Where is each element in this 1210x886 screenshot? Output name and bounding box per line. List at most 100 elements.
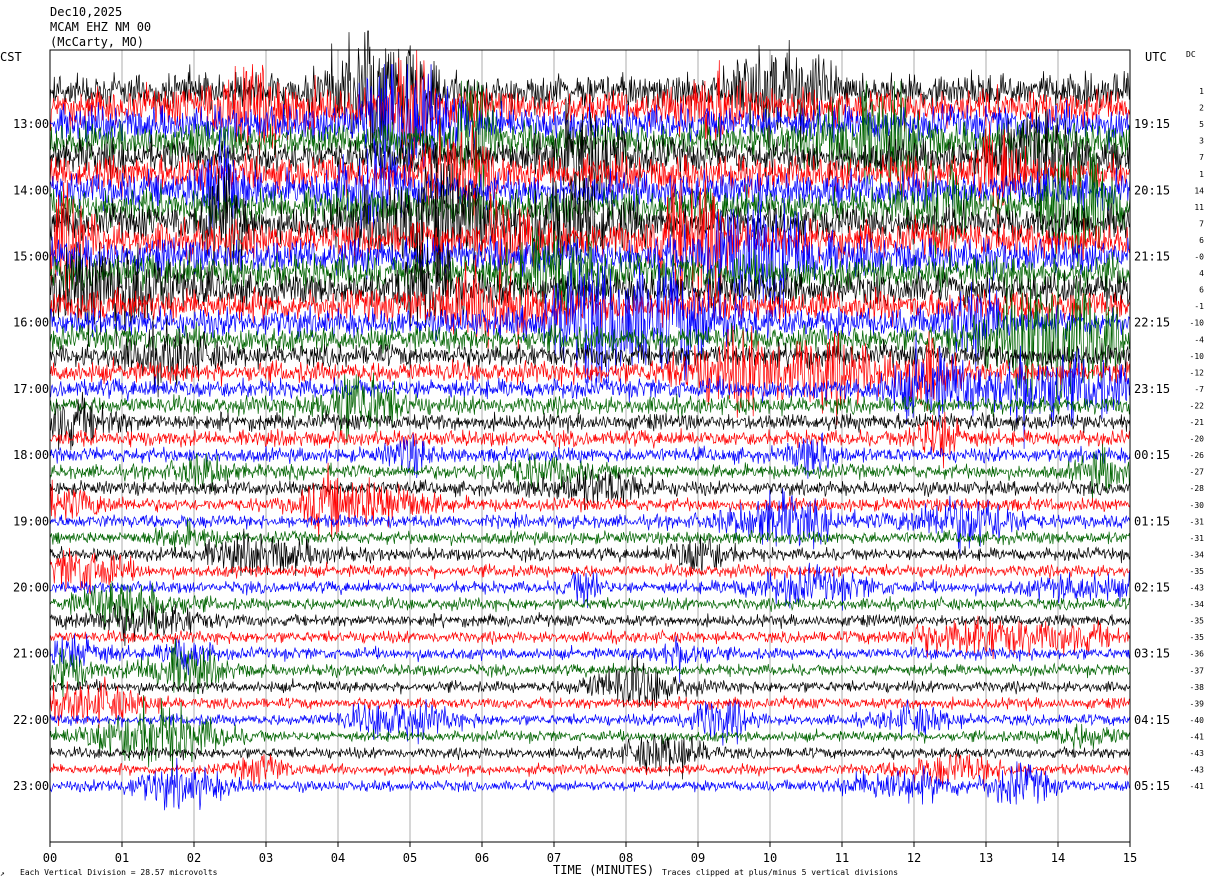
x-tick-label: 01 <box>115 851 129 865</box>
x-tick-label: 15 <box>1123 851 1137 865</box>
dc-offset-label: -43 <box>1190 749 1205 758</box>
seismic-trace-line <box>49 411 1131 469</box>
seismic-trace-line <box>49 653 1131 711</box>
seismic-trace-line <box>49 226 1131 324</box>
seismic-trace-line <box>49 694 1131 777</box>
footer-clipping-note: Traces clipped at plus/minus 5 vertical … <box>662 868 898 877</box>
seismic-trace-line <box>49 466 1131 511</box>
right-timezone-label: UTC <box>1145 50 1167 64</box>
seismic-trace-line <box>49 279 1131 400</box>
dc-offset-label: -0 <box>1194 253 1204 262</box>
x-tick-label: 08 <box>619 851 633 865</box>
right-hour-label: 01:15 <box>1134 514 1170 528</box>
x-tick-label: 14 <box>1051 851 1065 865</box>
dc-offset-label: 1 <box>1199 87 1204 96</box>
footer-marker: ↗ <box>0 869 5 878</box>
x-tick-label: 00 <box>43 851 57 865</box>
left-hour-label: 17:00 <box>13 382 49 396</box>
dc-offset-label: -10 <box>1190 319 1205 328</box>
seismic-trace-line <box>49 615 1131 660</box>
dc-offset-label: -41 <box>1190 732 1205 741</box>
seismic-trace-line <box>49 372 1131 445</box>
x-tick-label: 10 <box>763 851 777 865</box>
x-tick-label: 09 <box>691 851 705 865</box>
dc-column-label: DC <box>1186 50 1196 59</box>
right-hour-label: 03:15 <box>1134 647 1170 661</box>
seismic-trace-line <box>49 179 1131 301</box>
seismic-trace-line <box>49 633 1131 683</box>
dc-offset-label: -43 <box>1190 766 1205 775</box>
dc-offset-label: -28 <box>1190 484 1205 493</box>
dc-offset-label: 5 <box>1199 120 1204 129</box>
right-hour-label: 04:15 <box>1134 713 1170 727</box>
left-hour-label: 21:00 <box>13 647 49 661</box>
seismic-trace-line <box>49 757 1131 811</box>
seismic-trace-line <box>49 517 1131 552</box>
right-hour-label: 19:15 <box>1134 117 1170 131</box>
seismic-trace-line <box>49 528 1131 577</box>
left-hour-label: 15:00 <box>13 250 49 264</box>
seismic-trace-line <box>49 753 1131 789</box>
dc-offset-label: -34 <box>1190 550 1205 559</box>
dc-offset-label: -34 <box>1190 600 1205 609</box>
left-hour-label: 14:00 <box>13 183 49 197</box>
seismic-trace-line <box>49 581 1131 636</box>
seismic-trace-line <box>49 262 1131 384</box>
right-hour-label: 20:15 <box>1134 183 1170 197</box>
dc-offset-label: 6 <box>1199 236 1204 245</box>
x-tick-label: 06 <box>475 851 489 865</box>
x-tick-label: 05 <box>403 851 417 865</box>
seismic-traces <box>49 30 1131 811</box>
dc-offset-label: -31 <box>1190 517 1205 526</box>
dc-offset-label: 11 <box>1194 203 1204 212</box>
seismic-trace-line <box>49 443 1131 501</box>
left-hour-label: 20:00 <box>13 581 49 595</box>
seismic-trace-line <box>49 638 1131 698</box>
dc-offset-label: -30 <box>1190 501 1205 510</box>
x-tick-label: 13 <box>979 851 993 865</box>
seismic-trace-line <box>49 699 1131 746</box>
right-hour-label: 05:15 <box>1134 779 1170 793</box>
x-tick-label: 04 <box>331 851 345 865</box>
right-hour-labels: 19:15 20:15 21:15 22:15 23:15 00:15 01:15 02:15… <box>1134 117 1170 793</box>
seismic-trace-line <box>49 488 1131 555</box>
dc-offset-labels: 1 2 5 3 7 1 14 11 7 6 -0 4 6 -1 -10 -4 -10 -12 -7 -22 -21 -20… <box>1190 87 1205 791</box>
header-station: MCAM EHZ NM 00 <box>50 20 151 34</box>
right-hour-label: 21:15 <box>1134 250 1170 264</box>
seismic-trace-line <box>49 325 1131 426</box>
left-hour-labels: 13:00 14:00 15:00 16:00 17:00 18:00 19:00 20:00… <box>13 117 49 793</box>
dc-offset-label: -12 <box>1190 368 1205 377</box>
dc-offset-label: -20 <box>1190 435 1205 444</box>
x-tick-label: 02 <box>187 851 201 865</box>
dc-offset-label: -40 <box>1190 716 1205 725</box>
dc-offset-label: 2 <box>1199 104 1204 113</box>
seismic-trace-line <box>49 196 1131 317</box>
seismic-trace-line <box>49 676 1131 729</box>
dc-offset-label: 3 <box>1199 137 1204 146</box>
seismic-trace-line <box>49 254 1131 352</box>
x-tick-label: 11 <box>835 851 849 865</box>
dc-offset-label: 7 <box>1199 153 1204 162</box>
dc-offset-label: -27 <box>1190 468 1205 477</box>
left-hour-label: 19:00 <box>13 514 49 528</box>
dc-offset-label: -21 <box>1190 418 1205 427</box>
dc-offset-label: 1 <box>1199 170 1204 179</box>
dc-offset-label: -4 <box>1194 335 1204 344</box>
seismic-trace-line <box>49 432 1131 479</box>
right-hour-label: 00:15 <box>1134 448 1170 462</box>
header-location: (McCarty, MO) <box>50 35 144 49</box>
left-hour-label: 22:00 <box>13 713 49 727</box>
dc-offset-label: -35 <box>1190 633 1205 642</box>
dc-offset-label: -26 <box>1190 451 1205 460</box>
left-hour-label: 16:00 <box>13 316 49 330</box>
dc-offset-label: -43 <box>1190 584 1205 593</box>
right-hour-label: 02:15 <box>1134 581 1170 595</box>
dc-offset-label: -7 <box>1194 385 1204 394</box>
dc-offset-label: 7 <box>1199 219 1204 228</box>
x-tick-label: 12 <box>907 851 921 865</box>
x-axis-label: TIME (MINUTES) <box>553 863 654 877</box>
dc-offset-label: 6 <box>1199 286 1204 295</box>
seismic-trace-line <box>49 146 1131 267</box>
plot-frame <box>49 49 1131 843</box>
